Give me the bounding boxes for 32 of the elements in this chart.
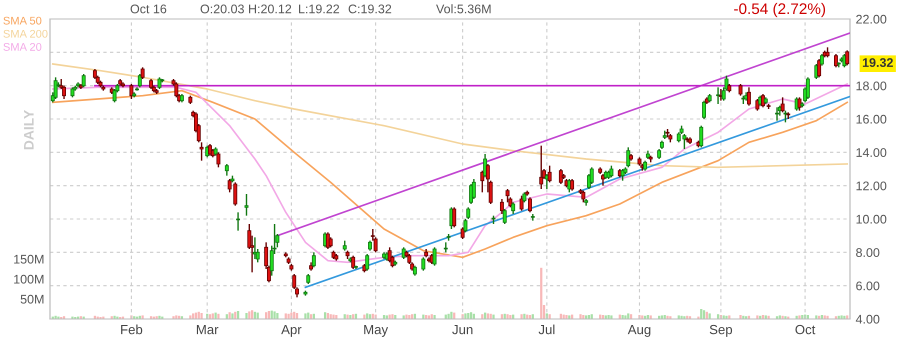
text: O:20.03 <box>200 4 244 14</box>
x-tick-label: Aug <box>628 325 650 337</box>
x-tick-label: Mar <box>196 325 218 334</box>
y-tick-label: 4.00 <box>856 314 880 324</box>
text: Oct 16 <box>130 4 166 14</box>
text: H:20.12 <box>249 4 292 14</box>
text: C:19.32 <box>348 4 392 14</box>
x-tick-label: Jul <box>538 324 554 334</box>
text: Vol:5.36M <box>436 4 491 14</box>
x-tick-label: Feb <box>121 324 142 334</box>
y2-tick-label: 50M <box>20 294 44 304</box>
y-tick-label: 8.00 <box>856 248 880 257</box>
x-tick-label: Jun <box>452 325 472 334</box>
y-tick-label: 14.00 <box>856 148 886 157</box>
x-tick-label: Oct <box>795 324 816 334</box>
y-tick-label: 12.00 <box>856 181 886 190</box>
text: SMA 200 <box>3 30 48 38</box>
text: L:19.22 <box>299 4 340 14</box>
y-tick-label: 18.00 <box>856 81 886 90</box>
y2-tick-label: 100M <box>14 274 44 284</box>
y-tick-label: 10.00 <box>856 214 886 224</box>
x-tick-label: May <box>364 325 388 337</box>
x-tick-label: Sep <box>710 324 732 337</box>
x-tick-label: Apr <box>281 325 302 337</box>
annotation: 19.32 <box>862 58 893 68</box>
text: SMA 20 <box>3 42 42 51</box>
y2-tick-label: 150M <box>14 254 44 264</box>
y-tick-label: 16.00 <box>856 114 886 124</box>
text: SMA 50 <box>3 16 42 25</box>
y-tick-label: 22.00 <box>856 14 886 24</box>
text: -0.54 (2.72%) <box>734 2 826 18</box>
y-tick-label: 6.00 <box>856 281 880 290</box>
